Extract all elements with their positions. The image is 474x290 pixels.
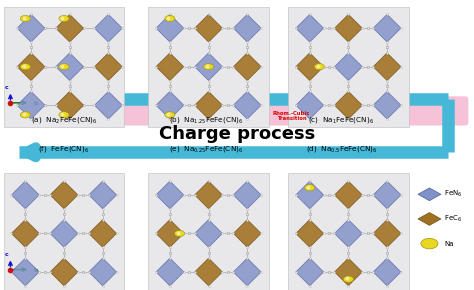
Circle shape bbox=[20, 64, 30, 70]
Polygon shape bbox=[335, 91, 362, 119]
Polygon shape bbox=[195, 91, 222, 119]
Circle shape bbox=[305, 185, 315, 191]
Polygon shape bbox=[373, 181, 401, 209]
Polygon shape bbox=[94, 14, 122, 42]
Polygon shape bbox=[335, 258, 362, 286]
Polygon shape bbox=[156, 14, 184, 42]
Polygon shape bbox=[335, 220, 362, 247]
Polygon shape bbox=[89, 181, 117, 209]
Polygon shape bbox=[11, 258, 39, 286]
Polygon shape bbox=[296, 91, 324, 119]
Text: Charge process: Charge process bbox=[159, 125, 315, 143]
Polygon shape bbox=[195, 53, 222, 81]
Polygon shape bbox=[195, 220, 222, 247]
Polygon shape bbox=[296, 220, 324, 247]
Polygon shape bbox=[156, 258, 184, 286]
Circle shape bbox=[59, 112, 69, 118]
Polygon shape bbox=[195, 14, 222, 42]
Text: (c)  Na$_1$FeFe(CN)$_6$: (c) Na$_1$FeFe(CN)$_6$ bbox=[308, 115, 374, 125]
Polygon shape bbox=[296, 181, 324, 209]
Text: (d)  Na$_{0.5}$FeFe(CN)$_6$: (d) Na$_{0.5}$FeFe(CN)$_6$ bbox=[306, 144, 377, 154]
Polygon shape bbox=[50, 220, 78, 247]
Polygon shape bbox=[418, 213, 441, 225]
Text: Na: Na bbox=[444, 241, 454, 246]
Polygon shape bbox=[195, 258, 222, 286]
Polygon shape bbox=[156, 91, 184, 119]
Circle shape bbox=[20, 15, 30, 22]
FancyBboxPatch shape bbox=[4, 173, 124, 290]
Polygon shape bbox=[335, 181, 362, 209]
Text: Rhom.-Cubic: Rhom.-Cubic bbox=[273, 111, 310, 117]
Circle shape bbox=[314, 64, 325, 70]
Polygon shape bbox=[373, 53, 401, 81]
Polygon shape bbox=[11, 181, 39, 209]
Polygon shape bbox=[195, 181, 222, 209]
FancyBboxPatch shape bbox=[4, 6, 124, 127]
Polygon shape bbox=[296, 53, 324, 81]
Circle shape bbox=[203, 64, 214, 70]
Circle shape bbox=[165, 112, 175, 118]
Polygon shape bbox=[373, 258, 401, 286]
FancyBboxPatch shape bbox=[148, 6, 269, 127]
Circle shape bbox=[343, 276, 354, 282]
Text: FeC$_6$: FeC$_6$ bbox=[444, 214, 462, 224]
Polygon shape bbox=[17, 14, 45, 42]
FancyBboxPatch shape bbox=[6, 96, 468, 126]
Polygon shape bbox=[56, 91, 83, 119]
Text: (f)  FeFe(CN)$_6$: (f) FeFe(CN)$_6$ bbox=[38, 144, 90, 154]
Text: (a)  Na$_2$FeFe(CN)$_6$: (a) Na$_2$FeFe(CN)$_6$ bbox=[31, 115, 97, 125]
FancyBboxPatch shape bbox=[288, 173, 409, 290]
Text: (b)  Na$_{1.25}$FeFe(CN)$_6$: (b) Na$_{1.25}$FeFe(CN)$_6$ bbox=[169, 115, 243, 125]
Polygon shape bbox=[296, 258, 324, 286]
Circle shape bbox=[165, 15, 175, 22]
Polygon shape bbox=[335, 53, 362, 81]
Text: FeN$_6$: FeN$_6$ bbox=[444, 189, 463, 200]
Polygon shape bbox=[56, 53, 83, 81]
Circle shape bbox=[59, 64, 69, 70]
Polygon shape bbox=[233, 91, 261, 119]
Text: c: c bbox=[4, 251, 8, 257]
Polygon shape bbox=[56, 14, 83, 42]
Text: c: c bbox=[4, 85, 8, 90]
Polygon shape bbox=[156, 181, 184, 209]
Polygon shape bbox=[11, 220, 39, 247]
Polygon shape bbox=[233, 14, 261, 42]
Circle shape bbox=[174, 230, 185, 237]
Circle shape bbox=[421, 238, 438, 249]
Polygon shape bbox=[94, 91, 122, 119]
Polygon shape bbox=[50, 258, 78, 286]
Polygon shape bbox=[233, 53, 261, 81]
Polygon shape bbox=[418, 188, 441, 201]
Circle shape bbox=[59, 15, 69, 22]
Polygon shape bbox=[373, 91, 401, 119]
Circle shape bbox=[20, 112, 30, 118]
Polygon shape bbox=[373, 220, 401, 247]
FancyBboxPatch shape bbox=[148, 173, 269, 290]
Text: (e)  Na$_{0.25}$FeFe(CN)$_6$: (e) Na$_{0.25}$FeFe(CN)$_6$ bbox=[169, 144, 243, 154]
Text: b: b bbox=[33, 268, 37, 273]
Polygon shape bbox=[233, 258, 261, 286]
Polygon shape bbox=[373, 14, 401, 42]
Polygon shape bbox=[156, 220, 184, 247]
Text: b: b bbox=[33, 101, 37, 106]
Polygon shape bbox=[89, 258, 117, 286]
Polygon shape bbox=[89, 220, 117, 247]
Polygon shape bbox=[156, 53, 184, 81]
Polygon shape bbox=[94, 53, 122, 81]
FancyBboxPatch shape bbox=[288, 6, 409, 127]
Polygon shape bbox=[17, 91, 45, 119]
Polygon shape bbox=[335, 14, 362, 42]
Polygon shape bbox=[233, 220, 261, 247]
Polygon shape bbox=[296, 14, 324, 42]
Polygon shape bbox=[17, 53, 45, 81]
Text: Transition: Transition bbox=[277, 116, 306, 121]
Polygon shape bbox=[50, 181, 78, 209]
Polygon shape bbox=[233, 181, 261, 209]
